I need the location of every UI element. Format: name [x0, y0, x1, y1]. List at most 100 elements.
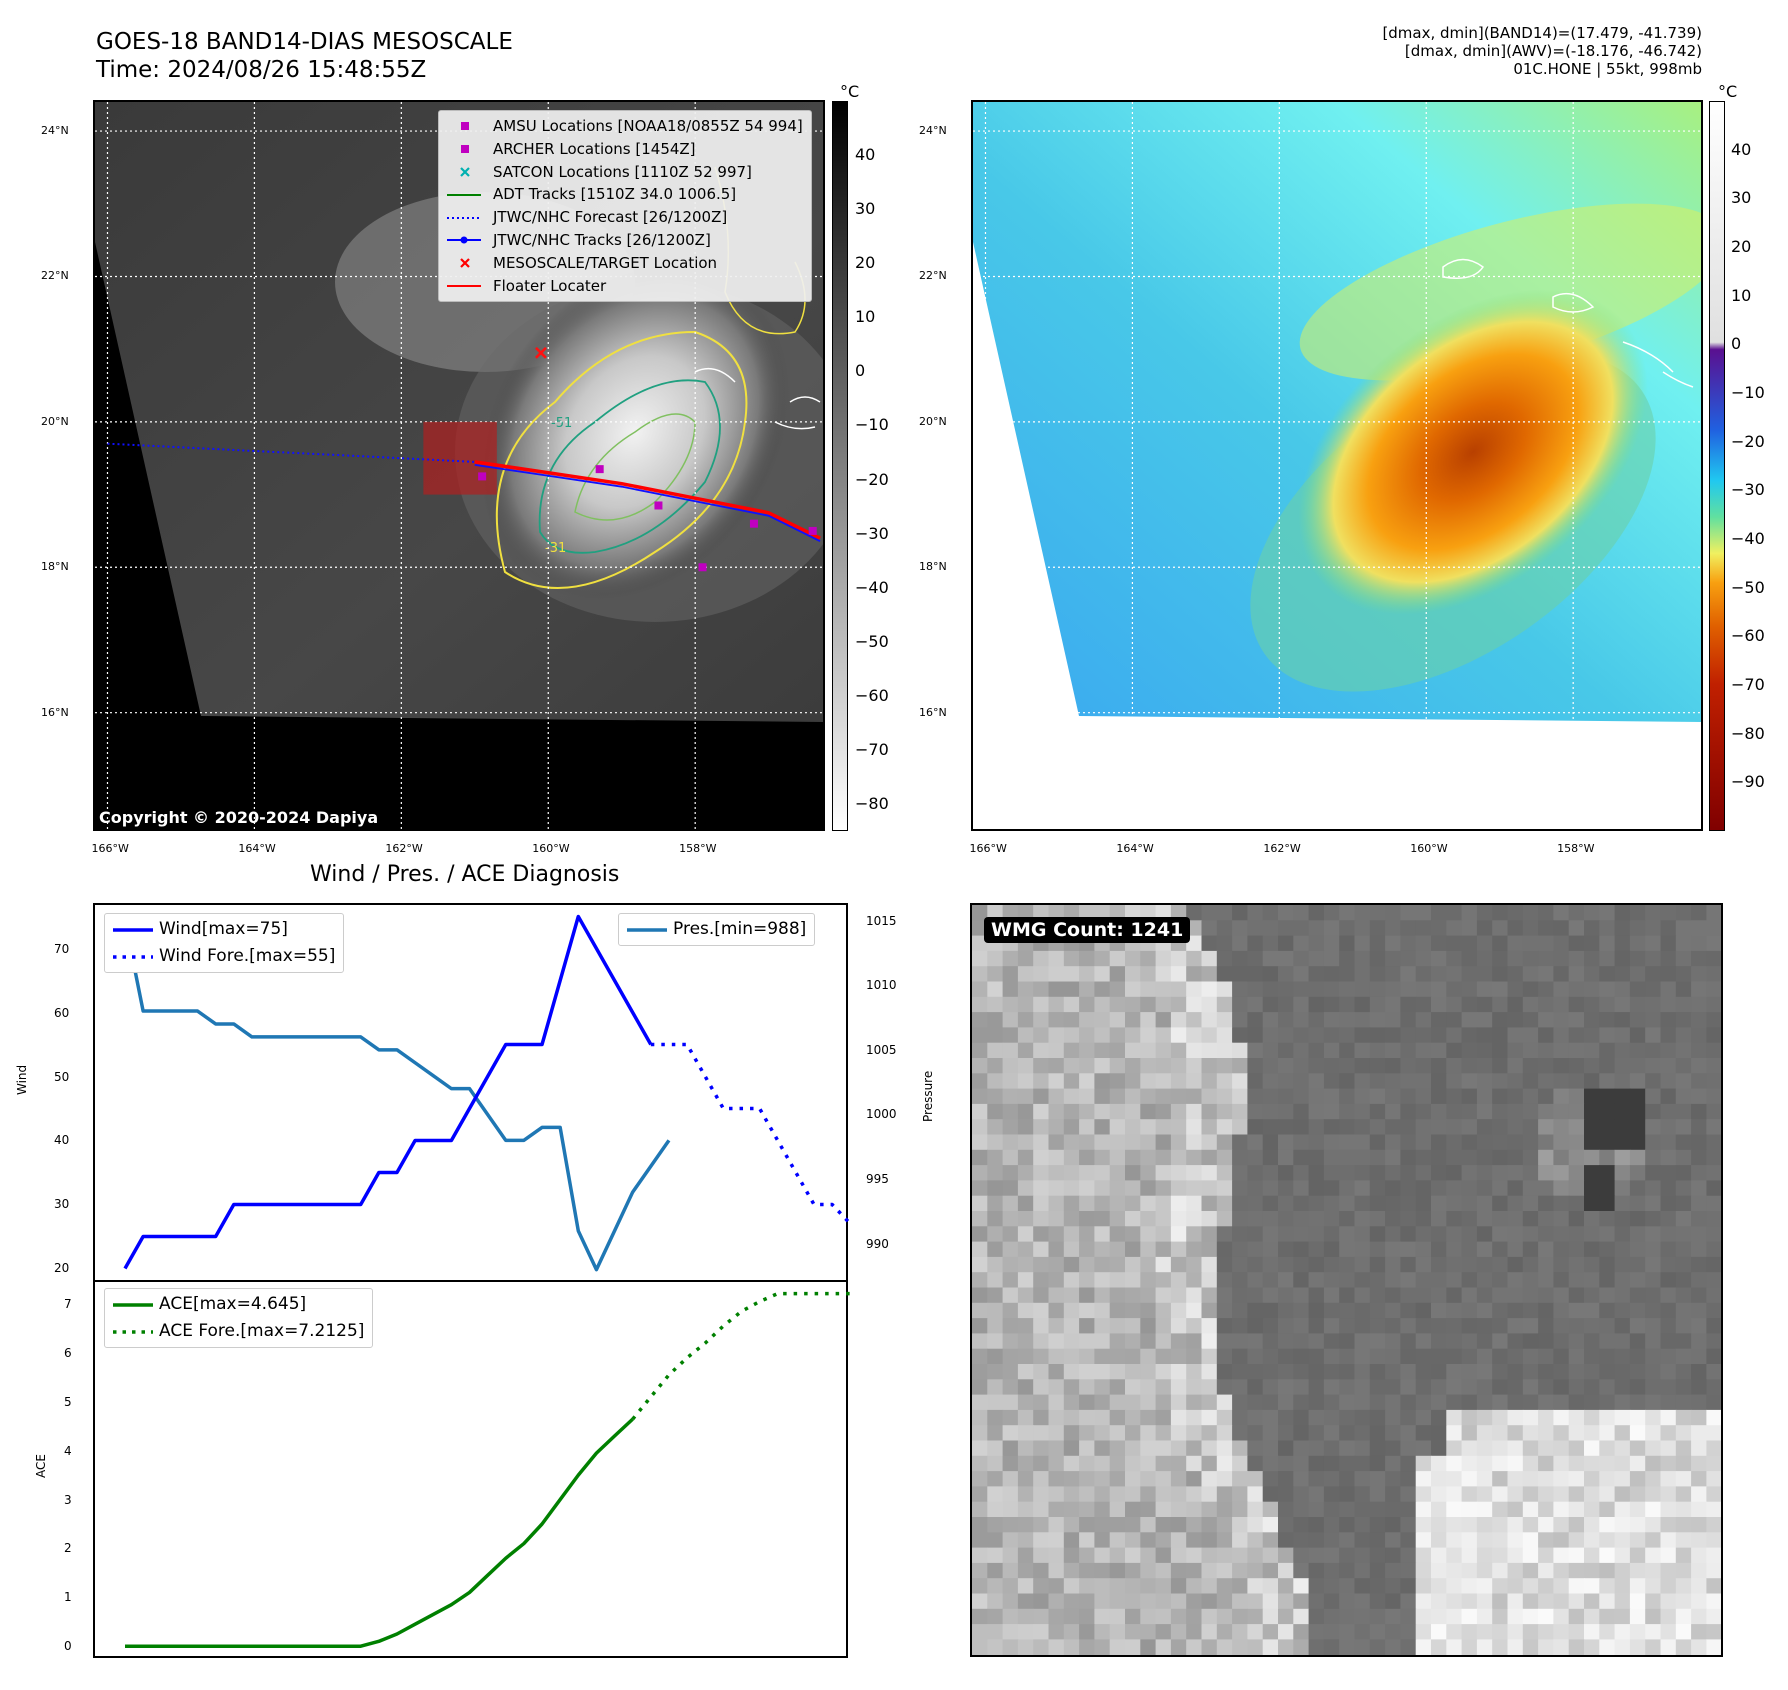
cbar-tick-label: 0: [855, 361, 866, 381]
contour-label-51: -51: [551, 416, 572, 431]
title-line-1: GOES-18 BAND14-DIAS MESOSCALE: [96, 29, 513, 55]
ace-legend: ACE[max=4.645] ACE Fore.[max=7.2125]: [104, 1288, 374, 1348]
lon-tick-label: 162°W: [385, 842, 423, 855]
lon-tick-label: 158°W: [679, 842, 717, 855]
colorbar-right: [1709, 101, 1725, 831]
figure-title: GOES-18 BAND14-DIAS MESOSCALE Time: 2024…: [96, 28, 513, 84]
map-legend: AMSU Locations [NOAA18/0855Z 54 994] ARCH…: [438, 110, 812, 303]
target-marker: [535, 346, 547, 359]
lat-tick-label: 18°N: [919, 560, 947, 574]
wind-tick-label: 70: [54, 941, 70, 956]
legend-entry: SATCON Locations [1110Z 52 997]: [447, 161, 803, 184]
contour-label-31: -31: [545, 541, 566, 556]
lat-tick-label: 16°N: [919, 705, 947, 719]
forecast-track: [107, 442, 475, 463]
header-stats: [dmax, dmin](BAND14)=(17.479, -41.739) […: [1382, 24, 1702, 78]
storm-core: [1298, 289, 1648, 615]
amsu-marker: [698, 563, 707, 572]
cbar-tick-label: −20: [1731, 431, 1765, 451]
legend-entry: Floater Locater: [447, 275, 803, 298]
hawaii-coastline-color: [1442, 258, 1694, 388]
pres-legend: Pres.[min=988]: [618, 913, 816, 946]
lat-tick-label: 22°N: [919, 269, 947, 283]
wind-tick-label: 40: [54, 1133, 70, 1148]
lon-tick-label: 166°W: [969, 842, 1007, 855]
ace-tick-label: 7: [64, 1297, 72, 1311]
wind-pres-plot: [123, 914, 852, 1272]
ace-tick-label: 5: [64, 1394, 72, 1409]
legend-entry: AMSU Locations [NOAA18/0855Z 54 994]: [447, 115, 803, 138]
color-ir-map: [973, 102, 1701, 829]
legend-label: JTWC/NHC Tracks [26/1200Z]: [493, 230, 711, 249]
legend-label: SATCON Locations [1110Z 52 997]: [493, 162, 752, 181]
legend-entry: JTWC/NHC Tracks [26/1200Z]: [447, 229, 803, 252]
cbar-tick-label: −30: [1731, 480, 1765, 500]
awv-range: [dmax, dmin](AWV)=(-18.176, -46.742): [1404, 42, 1702, 60]
ace-tick-label: 0: [64, 1639, 72, 1654]
cbar-tick-label: −80: [855, 793, 889, 813]
lon-tick-label: 158°W: [1557, 842, 1595, 855]
storm-info: 01C.HONE | 55kt, 998mb: [1513, 60, 1702, 78]
pres-tick-label: 1000: [866, 1107, 897, 1122]
color-ir-panel: [971, 100, 1703, 831]
legend-label: Floater Locater: [493, 276, 607, 295]
lon-tick-label: 164°W: [238, 842, 276, 855]
legend-label: AMSU Locations [NOAA18/0855Z 54 994]: [493, 117, 803, 135]
wind-tick-label: 60: [54, 1005, 70, 1020]
contour-yellow: [495, 330, 748, 589]
ace-plot: [125, 1291, 851, 1648]
legend-entry: ARCHER Locations [1454Z]: [447, 138, 803, 161]
wind-forecast-line: [650, 1042, 852, 1225]
cbar-tick-label: 40: [1731, 139, 1752, 159]
wind-legend: Wind[max=75] Wind Fore.[max=55]: [104, 913, 345, 973]
ir-tracks: [107, 346, 821, 572]
pressure-line: [123, 920, 671, 1272]
legend-label: ADT Tracks [1510Z 34.0 1006.5]: [493, 185, 737, 204]
colorbar-left: [832, 101, 848, 831]
cbar-tick-label: −40: [1731, 529, 1765, 548]
lat-tick-label: 24°N: [41, 124, 69, 138]
pres-ylabel: Pressure: [921, 1070, 935, 1122]
cbar-tick-label: 20: [855, 253, 876, 273]
ace-line: [125, 1417, 634, 1648]
legend-wind-fore: Wind Fore.[max=55]: [159, 946, 336, 966]
hawaii-coastline: [694, 367, 821, 430]
diag-title: Wind / Pres. / ACE Diagnosis: [310, 862, 620, 887]
wmg-panel: WMG Count: 1241: [970, 903, 1723, 1657]
cbar-tick-label: 40: [855, 145, 876, 165]
floater-box: [423, 421, 497, 495]
legend-label: ARCHER Locations [1454Z]: [493, 139, 696, 158]
amsu-marker: [595, 465, 604, 474]
lon-tick-label: 160°W: [1410, 842, 1448, 855]
lat-tick-label: 18°N: [41, 560, 69, 574]
cbar-tick-label: −50: [855, 631, 889, 651]
legend-ace: ACE[max=4.645]: [159, 1294, 307, 1314]
amsu-marker: [749, 519, 758, 528]
ace-panel: [93, 1280, 848, 1658]
wind-line: [123, 914, 653, 1270]
legend-entry: MESOSCALE/TARGET Location: [447, 252, 803, 275]
legend-wind: Wind[max=75]: [159, 919, 288, 939]
cbar-tick-label: −10: [1731, 383, 1765, 402]
cbar-tick-label: −10: [855, 415, 889, 435]
amsu-marker: [808, 526, 817, 535]
lat-tick-label: 20°N: [41, 414, 69, 428]
cbar-right-unit: °C: [1718, 82, 1738, 101]
cbar-tick-label: 30: [855, 199, 876, 219]
floater-track: [474, 460, 821, 540]
band14-range: [dmax, dmin](BAND14)=(17.479, -41.739): [1382, 24, 1702, 42]
cbar-tick-label: −90: [1731, 772, 1765, 792]
cbar-tick-label: −60: [855, 685, 889, 705]
cbar-tick-label: −70: [855, 739, 889, 759]
cbar-tick-label: 20: [1731, 237, 1752, 256]
cbar-tick-label: 30: [1731, 188, 1752, 208]
contour-green: [538, 379, 721, 554]
ace-tick-label: 1: [64, 1590, 72, 1605]
legend-label: MESOSCALE/TARGET Location: [493, 253, 718, 272]
best-track: [474, 463, 821, 543]
lat-tick-label: 24°N: [919, 124, 947, 138]
cbar-tick-label: −80: [1731, 723, 1765, 743]
cbar-tick-label: −70: [1731, 675, 1765, 694]
cbar-tick-label: 10: [855, 307, 876, 327]
ace-ylabel: ACE: [34, 1454, 48, 1478]
